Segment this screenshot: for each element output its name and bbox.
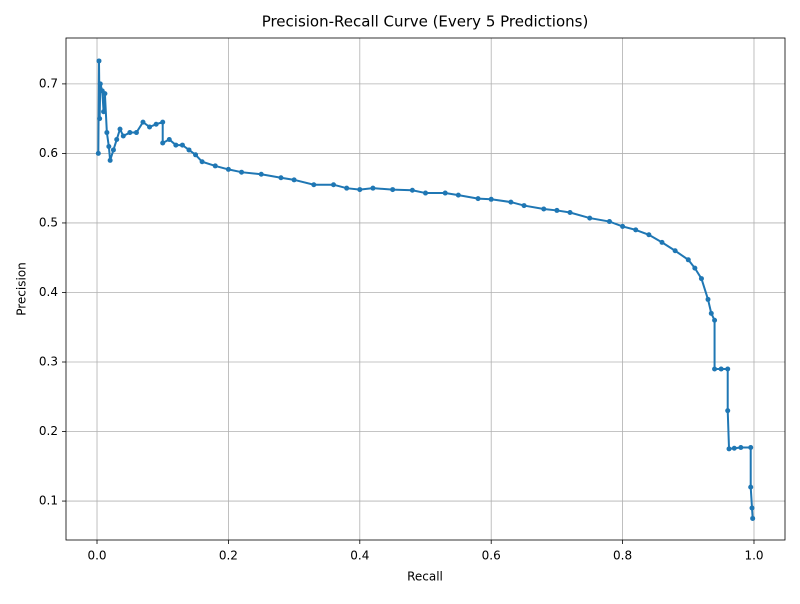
data-point [726, 446, 732, 452]
data-point [97, 116, 103, 122]
data-point [107, 157, 113, 163]
x-tick-label: 1.0 [744, 549, 763, 563]
y-tick-label: 0.7 [39, 76, 58, 90]
data-point [127, 130, 133, 136]
data-point [705, 296, 711, 302]
data-point [370, 185, 376, 191]
data-point [685, 257, 691, 263]
data-point [179, 142, 185, 148]
y-tick-label: 0.6 [39, 146, 58, 160]
data-point [258, 171, 264, 177]
data-point [508, 199, 514, 205]
data-point [587, 215, 593, 221]
y-tick-label: 0.4 [39, 285, 58, 299]
data-point [442, 190, 448, 196]
data-point [409, 187, 415, 193]
data-point [659, 239, 665, 245]
data-point [620, 223, 626, 229]
data-point [225, 166, 231, 172]
data-point [633, 227, 639, 233]
x-tick-label: 0.0 [87, 549, 106, 563]
data-point [173, 142, 179, 148]
data-point [725, 366, 731, 372]
x-tick-label: 0.8 [613, 549, 632, 563]
x-axis-label: Recall [407, 570, 443, 584]
data-point [521, 203, 527, 209]
data-point [114, 137, 120, 143]
data-point [102, 91, 108, 97]
data-point [140, 119, 146, 125]
data-point [96, 58, 102, 64]
data-point [567, 210, 573, 216]
data-point [166, 137, 172, 143]
data-point [541, 206, 547, 212]
data-point [331, 182, 337, 188]
data-point [698, 276, 704, 282]
data-point [106, 143, 112, 149]
data-point [104, 130, 110, 136]
data-line [97, 60, 754, 519]
data-point [239, 169, 245, 175]
data-point [278, 175, 284, 181]
plot-frame [65, 37, 786, 541]
data-point [749, 505, 755, 511]
data-point [455, 192, 461, 198]
data-point [291, 177, 297, 183]
data-point [101, 109, 107, 115]
data-point [97, 81, 103, 87]
data-point [95, 150, 101, 156]
y-axis-label: Precision [15, 262, 29, 316]
data-point [475, 196, 481, 202]
data-point [133, 130, 139, 136]
data-point [153, 121, 159, 127]
data-point [646, 232, 652, 238]
y-tick-label: 0.3 [39, 355, 58, 369]
data-point [750, 515, 756, 521]
data-point [311, 182, 317, 188]
y-tick-label: 0.1 [39, 494, 58, 508]
y-tick-label: 0.2 [39, 424, 58, 438]
data-point [606, 219, 612, 225]
y-tick-label: 0.5 [39, 215, 58, 229]
data-point [692, 265, 698, 271]
data-point [160, 119, 166, 125]
data-point [712, 317, 718, 323]
x-tick-label: 0.2 [219, 549, 238, 563]
data-point [708, 310, 714, 316]
data-point [554, 207, 560, 213]
data-point [488, 196, 494, 202]
data-point [186, 147, 192, 153]
data-point [718, 366, 724, 372]
data-point [147, 124, 153, 130]
data-point [120, 133, 126, 139]
data-point [712, 366, 718, 372]
data-point [193, 152, 199, 158]
data-point [731, 445, 737, 451]
x-tick-label: 0.6 [482, 549, 501, 563]
data-point [748, 484, 754, 490]
data-point [748, 445, 754, 451]
data-point [738, 445, 744, 451]
data-point [117, 126, 123, 132]
data-point [160, 140, 166, 146]
data-point [199, 159, 205, 165]
x-tick-label: 0.4 [350, 549, 369, 563]
data-point [672, 248, 678, 254]
data-point [390, 187, 396, 193]
data-point [725, 408, 731, 414]
data-point [357, 187, 363, 193]
data-point [423, 190, 428, 196]
data-point [212, 163, 218, 169]
data-point [344, 185, 350, 191]
chart-title: Precision-Recall Curve (Every 5 Predicti… [262, 13, 589, 31]
data-point [110, 147, 116, 153]
